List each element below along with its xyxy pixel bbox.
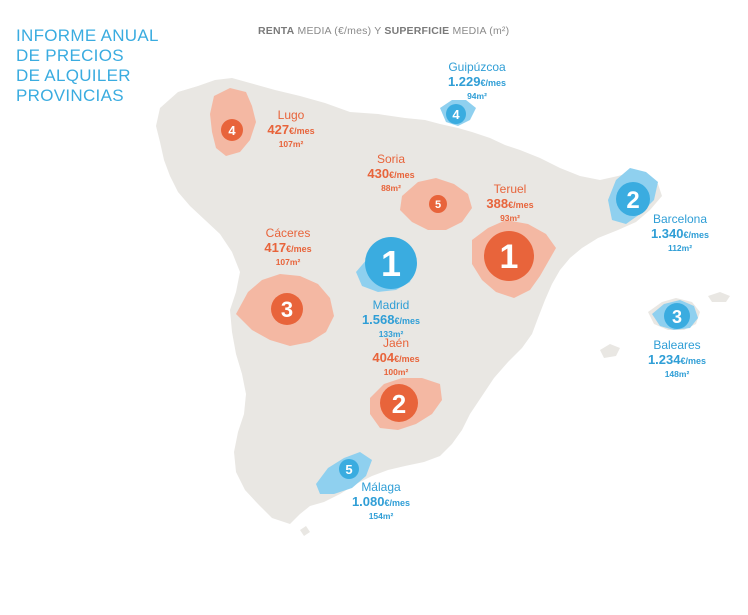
ibiza-shape bbox=[600, 344, 620, 358]
marker-teruel: 1 bbox=[484, 231, 534, 281]
label-caceres-area: 107m² bbox=[275, 257, 301, 267]
label-barcelona-area: 112m² bbox=[667, 243, 693, 253]
label-guipuzcoa-name: Guipúzcoa bbox=[448, 60, 506, 74]
label-soria-area: 88m² bbox=[381, 183, 401, 193]
ceuta-shape bbox=[300, 526, 310, 536]
label-lugo-name: Lugo bbox=[277, 108, 305, 122]
label-teruel-area: 93m² bbox=[500, 213, 520, 223]
marker-guipuzcoa: 4 bbox=[446, 104, 466, 124]
marker-soria: 5 bbox=[429, 195, 447, 213]
label-soria-price: 430€/mes bbox=[367, 166, 415, 181]
marker-madrid-rank: 1 bbox=[381, 243, 401, 284]
label-caceres-name: Cáceres bbox=[265, 226, 311, 240]
title-line-1: INFORME ANUAL bbox=[16, 26, 159, 45]
subtitle-media2: MEDIA (m²) bbox=[449, 25, 510, 37]
label-malaga-price: 1.080€/mes bbox=[351, 494, 411, 509]
label-baleares-area: 148m² bbox=[664, 369, 690, 379]
marker-jaen-rank: 2 bbox=[392, 389, 406, 419]
label-madrid-area: 133m² bbox=[378, 329, 404, 339]
marker-soria-rank: 5 bbox=[435, 199, 441, 211]
label-soria: Soria 430€/mes 88m² bbox=[356, 152, 426, 194]
marker-lugo-rank: 4 bbox=[228, 123, 236, 138]
title-line-4: PROVINCIAS bbox=[16, 86, 124, 105]
marker-caceres-rank: 3 bbox=[281, 297, 293, 322]
label-madrid-price: 1.568€/mes bbox=[361, 312, 421, 327]
marker-malaga: 5 bbox=[339, 459, 359, 479]
label-teruel-price: 388€/mes bbox=[486, 196, 534, 211]
label-lugo-price: 427€/mes bbox=[267, 122, 315, 137]
label-lugo: Lugo 427€/mes 107m² bbox=[256, 108, 326, 150]
marker-teruel-rank: 1 bbox=[500, 238, 519, 276]
label-jaen: Jaén 404€/mes 100m² bbox=[358, 336, 434, 378]
title-line-2: DE PRECIOS bbox=[16, 46, 124, 65]
marker-barcelona: 2 bbox=[616, 182, 650, 216]
label-caceres: Cáceres 417€/mes 107m² bbox=[250, 226, 326, 268]
marker-caceres: 3 bbox=[271, 293, 303, 325]
label-teruel: Teruel 388€/mes 93m² bbox=[472, 182, 548, 224]
label-guipuzcoa-price: 1.229€/mes bbox=[447, 74, 507, 89]
label-madrid: Madrid 1.568€/mes 133m² bbox=[348, 298, 434, 340]
label-barcelona-price: 1.340€/mes bbox=[650, 226, 710, 241]
mainland-spain-shape bbox=[156, 78, 662, 524]
marker-baleares-rank: 3 bbox=[672, 307, 682, 327]
title-line-3: DE ALQUILER bbox=[16, 66, 131, 85]
label-jaen-price: 404€/mes bbox=[372, 350, 420, 365]
label-jaen-name: Jaén bbox=[382, 336, 410, 350]
marker-malaga-rank: 5 bbox=[345, 462, 352, 477]
marker-lugo: 4 bbox=[221, 119, 243, 141]
marker-guipuzcoa-rank: 4 bbox=[452, 107, 460, 122]
label-caceres-price: 417€/mes bbox=[264, 240, 312, 255]
label-soria-name: Soria bbox=[376, 152, 405, 166]
marker-madrid: 1 bbox=[365, 237, 417, 289]
label-malaga-area: 154m² bbox=[368, 511, 394, 521]
label-malaga-name: Málaga bbox=[361, 480, 401, 494]
label-malaga: Málaga 1.080€/mes 154m² bbox=[338, 480, 424, 522]
label-baleares-name: Baleares bbox=[653, 338, 701, 352]
marker-baleares: 3 bbox=[664, 303, 690, 329]
subtitle: RENTA MEDIA (€/mes) Y SUPERFICIE MEDIA (… bbox=[258, 25, 509, 37]
label-barcelona: Barcelona 1.340€/mes 112m² bbox=[638, 212, 722, 254]
menorca-shape bbox=[708, 292, 730, 302]
subtitle-media1: MEDIA (€/mes) Y bbox=[294, 25, 385, 37]
label-lugo-area: 107m² bbox=[278, 139, 304, 149]
label-madrid-name: Madrid bbox=[372, 298, 410, 312]
label-baleares-price: 1.234€/mes bbox=[647, 352, 707, 367]
label-barcelona-name: Barcelona bbox=[652, 212, 708, 226]
label-guipuzcoa-area: 94m² bbox=[467, 91, 487, 101]
subtitle-renta: RENTA bbox=[258, 25, 295, 37]
label-guipuzcoa: Guipúzcoa 1.229€/mes 94m² bbox=[436, 60, 518, 102]
label-teruel-name: Teruel bbox=[493, 182, 527, 196]
subtitle-superficie: SUPERFICIE bbox=[384, 25, 450, 37]
label-baleares: Baleares 1.234€/mes 148m² bbox=[634, 338, 720, 380]
marker-jaen: 2 bbox=[380, 384, 418, 422]
marker-barcelona-rank: 2 bbox=[626, 187, 639, 214]
label-jaen-area: 100m² bbox=[383, 367, 409, 377]
